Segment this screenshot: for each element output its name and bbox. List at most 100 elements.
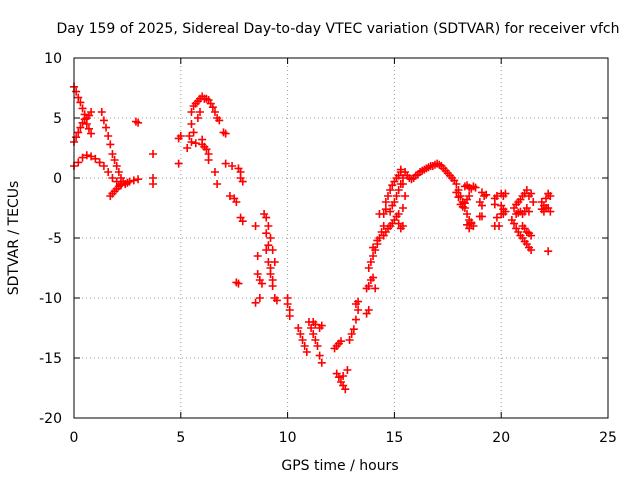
data-point <box>123 178 132 187</box>
x-tick-label: 15 <box>385 430 403 446</box>
data-point <box>225 192 234 200</box>
x-axis-label: GPS time / hours <box>281 458 398 474</box>
plot-border <box>73 57 609 419</box>
data-point <box>238 217 247 226</box>
data-point <box>471 183 480 192</box>
data-point <box>187 120 196 128</box>
data-point <box>82 120 91 128</box>
data-point <box>482 190 491 199</box>
data-point <box>401 192 410 200</box>
data-point <box>364 306 373 314</box>
data-point <box>381 198 390 206</box>
data-point <box>339 372 348 380</box>
data-point <box>191 139 200 148</box>
data-point <box>255 294 264 302</box>
grid-lines <box>74 58 608 418</box>
data-point <box>490 200 499 209</box>
data-point <box>345 336 354 344</box>
y-tick-label: -10 <box>39 291 62 307</box>
data-point <box>253 252 262 260</box>
data-point <box>313 342 322 350</box>
data-point <box>112 162 121 170</box>
data-point <box>204 156 213 164</box>
data-point <box>91 154 100 163</box>
data-point <box>228 162 237 170</box>
data-point <box>294 324 303 332</box>
data-point <box>102 123 111 132</box>
data-point <box>72 87 81 96</box>
data-point <box>298 336 307 344</box>
data-point <box>221 159 230 168</box>
y-tick-label: -20 <box>39 411 62 427</box>
data-point <box>296 330 305 338</box>
data-point <box>251 298 260 307</box>
data-points <box>70 82 555 394</box>
data-point <box>74 128 83 137</box>
data-point <box>189 128 198 137</box>
data-point <box>185 132 194 140</box>
data-point <box>499 210 508 218</box>
data-point <box>82 151 91 160</box>
data-point <box>213 180 222 188</box>
data-point <box>72 133 81 142</box>
data-point <box>87 129 96 138</box>
data-point <box>495 222 504 230</box>
y-tick-label: -15 <box>39 351 62 367</box>
data-point <box>492 213 501 222</box>
data-point <box>266 264 275 272</box>
data-point <box>264 241 273 250</box>
data-point <box>510 219 519 228</box>
data-point <box>134 175 143 184</box>
data-point <box>334 373 343 382</box>
data-point <box>522 186 531 194</box>
data-point <box>465 224 474 233</box>
data-point <box>527 246 536 254</box>
data-point <box>74 93 83 102</box>
data-point <box>452 188 461 197</box>
data-point <box>467 218 476 227</box>
data-point <box>341 385 350 394</box>
y-tick-label: 5 <box>53 111 62 127</box>
data-point <box>264 258 273 266</box>
data-point <box>477 201 486 210</box>
data-point <box>546 192 555 200</box>
data-point <box>347 330 356 338</box>
data-point <box>529 198 538 206</box>
y-tick-label: 0 <box>53 171 62 187</box>
data-point <box>272 296 281 305</box>
data-point <box>452 180 461 188</box>
x-tick-label: 20 <box>492 430 510 446</box>
data-point <box>315 351 324 360</box>
data-point <box>87 152 96 161</box>
x-tick-label: 0 <box>70 430 79 446</box>
data-point <box>317 358 326 367</box>
data-point <box>187 108 196 116</box>
data-point <box>337 337 345 346</box>
data-point <box>383 192 392 200</box>
data-point <box>202 145 211 154</box>
chart-title: Day 159 of 2025, Sidereal Day-to-day VTE… <box>56 21 619 37</box>
data-point <box>373 236 382 245</box>
data-point <box>283 300 292 308</box>
data-point <box>97 108 106 116</box>
data-point <box>104 168 113 176</box>
data-point <box>210 168 219 176</box>
data-point <box>253 270 262 278</box>
data-point <box>396 165 405 174</box>
data-point <box>210 108 219 116</box>
data-point <box>221 129 230 138</box>
data-point <box>196 108 205 116</box>
data-point <box>465 192 474 200</box>
data-point <box>386 207 395 216</box>
data-point <box>379 210 388 218</box>
data-point <box>129 176 138 185</box>
data-point <box>285 312 294 320</box>
data-point <box>106 140 115 149</box>
data-point <box>302 348 311 356</box>
data-point <box>262 229 271 238</box>
data-point <box>354 297 363 306</box>
data-point <box>116 180 125 188</box>
data-point <box>392 192 401 200</box>
data-point <box>234 279 243 288</box>
data-point <box>251 222 260 230</box>
